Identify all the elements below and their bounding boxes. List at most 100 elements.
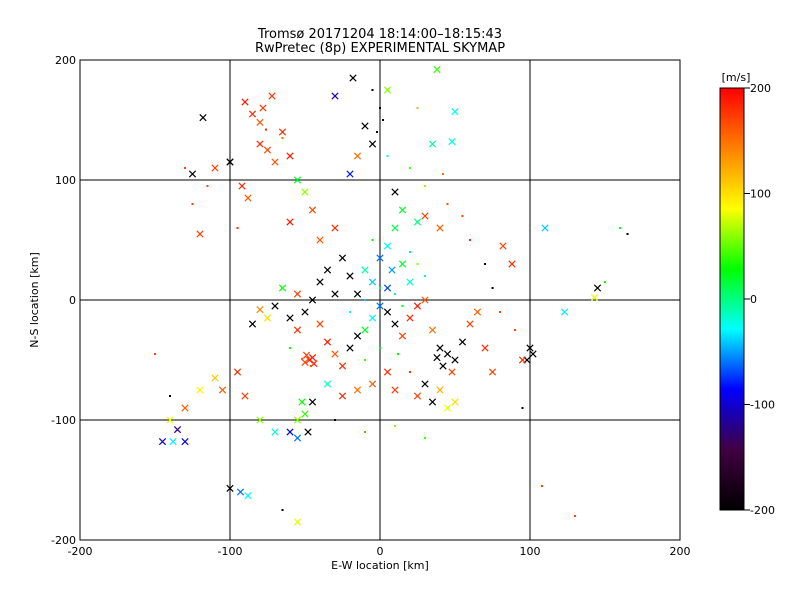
scatter-point-x (439, 362, 447, 370)
y-tick-label: -200 (51, 534, 76, 547)
scatter-point-x (263, 314, 272, 322)
colorbar: [m/s] 200 100 0 -100 -200 (719, 71, 775, 517)
scatter-point-x (271, 158, 279, 166)
y-axis-ticks: -200 -100 0 100 200 (51, 54, 76, 547)
x-axis-ticks: -200 -100 0 100 200 (68, 545, 691, 558)
scatter-point-x (518, 356, 527, 364)
scatter-point-x (508, 260, 516, 268)
scatter-point-x (233, 368, 242, 376)
scatter-point-x (293, 434, 302, 442)
scatter-point-x (316, 320, 324, 328)
scatter-point-x (391, 386, 399, 394)
scatter-point-x (286, 428, 294, 436)
colorbar-tick-label: 0 (750, 293, 757, 306)
scatter-point-dot (499, 311, 501, 313)
scatter-point-dot (394, 425, 396, 427)
scatter-point-x (421, 296, 429, 304)
scatter-point-dot (409, 371, 411, 373)
colorbar-tick-label: 100 (750, 188, 771, 201)
scatter-point-x (526, 344, 534, 352)
scatter-point-dot (514, 329, 516, 331)
scatter-point-x (331, 350, 339, 358)
scatter-point-dot (424, 275, 426, 277)
scatter-point-x (368, 278, 377, 286)
scatter-point-x (376, 254, 384, 262)
x-tick-label: -200 (68, 545, 93, 558)
scatter-point-dot (401, 305, 404, 307)
scatter-point-x (278, 128, 287, 136)
colorbar-tick-label: -200 (750, 504, 775, 517)
scatter-point-dot (416, 107, 419, 109)
scatter-point-x (308, 206, 317, 214)
scatter-point-dot (349, 311, 351, 313)
scatter-point-x (316, 278, 324, 286)
scatter-point-x (301, 410, 309, 418)
scatter-point-x (316, 236, 324, 244)
scatter-point-x (451, 398, 459, 406)
scatter-point-x (298, 398, 306, 406)
scatter-point-dot (379, 107, 381, 109)
scatter-point-x (353, 290, 362, 298)
y-tick-label: 100 (55, 174, 76, 187)
scatter-point-x (590, 293, 599, 302)
scatter-point-x (406, 314, 414, 322)
scatter-point-dot (386, 155, 389, 157)
scatter-point-x (383, 86, 392, 94)
scatter-point-dot (376, 131, 378, 133)
scatter-point-x (241, 392, 249, 400)
scatter-point-x (301, 358, 309, 367)
scatter-point-x (413, 392, 422, 400)
scatter-point-dot (364, 431, 366, 433)
scatter-point-x (199, 113, 207, 122)
scatter-point-x (181, 404, 189, 412)
scatter-point-x (338, 392, 347, 400)
scatter-point-x (268, 92, 276, 100)
scatter-point-x (398, 206, 407, 214)
scatter-point-x (391, 224, 399, 232)
y-tick-label: -100 (51, 414, 76, 427)
scatter-point-x (361, 266, 369, 274)
scatter-point-x (433, 353, 441, 362)
scatter-point-x (406, 278, 414, 286)
x-tick-label: 0 (377, 545, 384, 558)
grid-lines (80, 60, 680, 540)
scatter-point-x (353, 332, 362, 340)
scatter-point-dot (394, 293, 396, 295)
scatter-point-x (383, 308, 392, 316)
scatter-point-x (323, 266, 332, 274)
scatter-point-x (368, 140, 377, 148)
scatter-point-x (263, 146, 272, 154)
scatter-point-dot (364, 359, 366, 361)
scatter-point-x (443, 350, 452, 358)
scatter-point-x (302, 351, 311, 359)
scatter-point-x (158, 437, 167, 446)
scatter-point-dot (446, 203, 449, 205)
scatter-point-x (293, 290, 302, 298)
scatter-point-x (428, 140, 437, 148)
x-tick-label: 100 (520, 545, 541, 558)
scatter-point-x (448, 137, 456, 146)
scatter-point-dot (154, 353, 156, 355)
scatter-points (154, 65, 629, 526)
scatter-point-dot (604, 281, 606, 283)
scatter-point-x (593, 284, 602, 292)
scatter-point-dot (379, 347, 381, 349)
scatter-point-x (383, 242, 392, 250)
scatter-point-x (353, 386, 362, 394)
scatter-point-x (391, 188, 399, 196)
scatter-point-dot (364, 299, 366, 301)
scatter-point-x (236, 488, 245, 496)
y-tick-label: 200 (55, 54, 76, 67)
scatter-point-x (436, 386, 444, 394)
scatter-point-x (301, 308, 309, 316)
scatter-point-dot (416, 263, 419, 265)
scatter-point-x (286, 314, 294, 322)
scatter-point-dot (236, 227, 239, 229)
scatter-point-dot (484, 263, 486, 265)
scatter-point-x (466, 320, 474, 328)
scatter-point-x (383, 284, 392, 292)
scatter-point-x (436, 344, 444, 352)
scatter-point-x (323, 380, 332, 388)
scatter-point-x (398, 332, 407, 340)
scatter-point-x (244, 194, 252, 202)
